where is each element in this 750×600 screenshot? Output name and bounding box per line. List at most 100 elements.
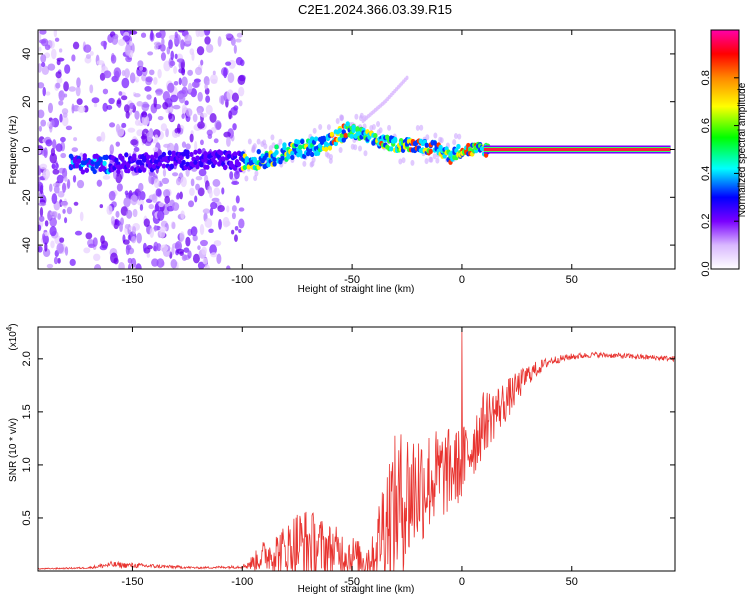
heatmap-noise-cell [99, 204, 104, 209]
heatmap-noise-cell [157, 68, 162, 79]
heatmap-ridge-cell [355, 126, 360, 132]
heatmap-noise-cell [201, 246, 207, 255]
heatmap-noise-cell [419, 124, 424, 131]
heatmap-noise-cell [103, 70, 112, 79]
heatmap-noise-cell [76, 77, 81, 88]
heatmap-noise-cell [165, 128, 169, 138]
heatmap-noise-cell [141, 114, 150, 126]
heatmap-ridge-cell [177, 159, 182, 165]
heatmap-ridge-cell [145, 154, 151, 160]
heatmap-noise-cell [132, 208, 138, 218]
heatmap-noise-cell [166, 46, 171, 55]
heatmap-noise-cell [137, 199, 145, 206]
heatmap-noise-cell [168, 39, 173, 50]
heatmap-noise-cell [178, 77, 182, 86]
heatmap-noise-cell [134, 110, 140, 120]
heatmap-noise-cell [424, 158, 429, 165]
heatmap-noise-cell [254, 170, 259, 177]
heatmap-noise-cell [452, 139, 457, 146]
heatmap-noise-cell [38, 109, 45, 119]
heatmap-ridge-cell [428, 148, 433, 155]
heatmap-noise-cell [197, 91, 203, 102]
heatmap-ridge-cell [185, 149, 190, 155]
heatmap-ridge-cell [298, 149, 303, 155]
heatmap-noise-cell [74, 230, 83, 236]
heatmap-noise-cell [197, 121, 205, 129]
heatmap-noise-cell [124, 44, 131, 56]
heatmap-noise-cell [109, 122, 116, 128]
heatmap-noise-cell [152, 129, 161, 138]
heatmap-noise-cell [226, 205, 230, 213]
heatmap-noise-cell [127, 263, 132, 269]
heatmap-noise-cell [237, 75, 246, 86]
heatmap-noise-cell [110, 252, 118, 264]
heatmap-noise-cell [350, 143, 355, 150]
heatmap-noise-cell [173, 143, 179, 154]
heatmap-noise-cell [52, 168, 60, 175]
heatmap-noise-cell [38, 176, 41, 185]
heatmap-noise-cell [154, 44, 159, 50]
heatmap-noise-cell [110, 215, 115, 226]
heatmap-noise-cell [161, 37, 165, 47]
heatmap-y-tick-label: 0 [21, 146, 33, 152]
heatmap-noise-cell [204, 36, 211, 45]
heatmap-noise-cell [49, 226, 57, 237]
heatmap-noise-cell [39, 163, 48, 170]
heatmap-noise-cell [42, 233, 46, 241]
heatmap-ridge-cell [290, 150, 295, 156]
heatmap-ridge-cell [205, 164, 210, 170]
heatmap-noise-cell [227, 72, 235, 84]
heatmap-noise-cell [387, 124, 392, 131]
heatmap-x-tick-label: 0 [459, 274, 465, 286]
heatmap-ridge-cell [343, 132, 348, 139]
heatmap-noise-cell [231, 180, 240, 185]
heatmap-noise-cell [206, 80, 210, 86]
heatmap-noise-cell [178, 93, 186, 104]
heatmap-noise-cell [138, 182, 144, 192]
snr-frame [37, 326, 676, 572]
heatmap-ridge-cell [309, 151, 315, 158]
heatmap-ridge-cell [290, 154, 295, 161]
heatmap-noise-cell [369, 124, 374, 131]
heatmap-noise-cell [238, 207, 245, 212]
heatmap-noise-cell [197, 187, 205, 197]
heatmap-noise-cell [338, 147, 343, 154]
heatmap-noise-cell [153, 41, 162, 46]
heatmap-ridge-cell [256, 149, 261, 155]
heatmap-noise-cell [85, 54, 91, 59]
heatmap-noise-cell [188, 200, 195, 208]
heatmap-ridge-cell [274, 149, 279, 156]
heatmap-noise-cell [56, 242, 64, 254]
heatmap-ridge-cell [116, 168, 121, 175]
heatmap-noise-cell [185, 143, 191, 150]
heatmap-noise-cell [55, 71, 62, 79]
heatmap-noise-cell [93, 253, 101, 262]
heatmap-noise-cell [64, 64, 71, 74]
heatmap-noise-cell [415, 124, 420, 131]
heatmap-noise-cell [79, 211, 84, 222]
heatmap-noise-cell [42, 168, 51, 180]
colorbar [710, 29, 740, 270]
heatmap-noise-cell [159, 226, 167, 232]
heatmap-ridge-cell [102, 160, 107, 166]
heatmap-noise-cell [217, 205, 225, 213]
heatmap-ridge-cell [195, 155, 200, 161]
heatmap-noise-cell [433, 132, 438, 139]
colorbar-tick-label: 0.6 [700, 118, 712, 133]
heatmap-noise-cell [171, 202, 180, 211]
heatmap-ridge-cell [351, 127, 356, 133]
heatmap-noise-cell [141, 111, 148, 118]
heatmap-noise-cell [146, 253, 150, 258]
heatmap-ridge-cell [313, 136, 319, 142]
snr-x-tick-label: -150 [121, 576, 143, 588]
heatmap-noise-cell [120, 217, 124, 226]
heatmap-noise-cell [159, 30, 166, 39]
heatmap-noise-cell [146, 94, 152, 100]
heatmap-noise-cell [202, 208, 211, 214]
heatmap-noise-cell [127, 234, 131, 241]
heatmap-noise-cell [398, 158, 403, 165]
heatmap-noise-cell [302, 160, 307, 167]
heatmap-noise-cell [53, 30, 58, 38]
heatmap-noise-cell [205, 43, 214, 53]
